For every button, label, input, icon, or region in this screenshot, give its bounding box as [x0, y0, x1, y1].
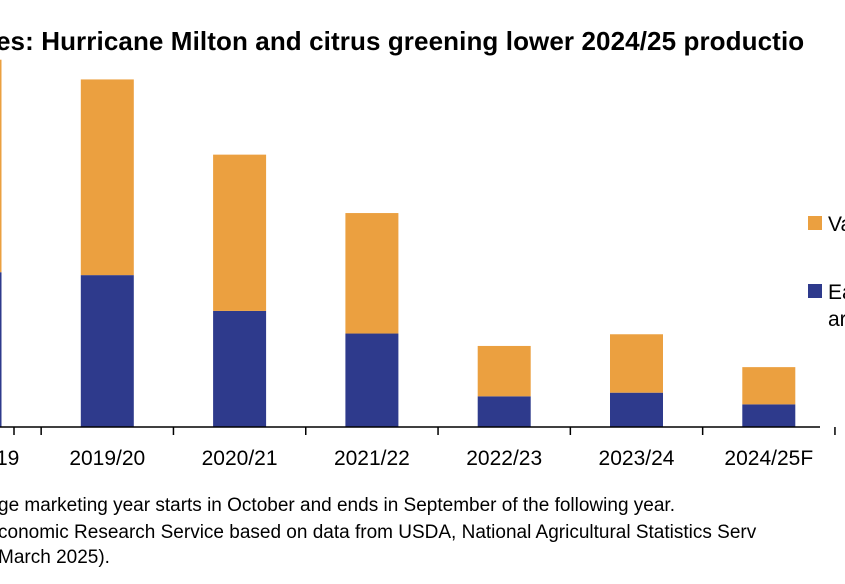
x-tick-label-2: 2020/21: [202, 447, 278, 470]
footnote-line-2: conomic Research Service based on data f…: [0, 522, 757, 543]
bar-upper-6: [742, 367, 796, 405]
footnote-line-3: March 2025).: [0, 547, 110, 568]
bar-lower-3: [345, 333, 399, 427]
bar-lower-6: [742, 404, 796, 427]
bar-lower-1: [80, 275, 134, 427]
x-tick-label-5: 2023/24: [599, 447, 675, 470]
legend-swatch-1: [808, 284, 822, 298]
legend-label-1-1: ar: [828, 308, 845, 331]
bar-upper-1: [80, 79, 134, 276]
bar-lower-4: [477, 396, 531, 427]
x-tick-label-0: 19: [0, 447, 19, 470]
x-tick-label-4: 2022/23: [466, 447, 542, 470]
footnote-line-1: ge marketing year starts in October and …: [0, 495, 675, 516]
bar-lower-5: [610, 392, 663, 427]
bar-upper-3: [345, 213, 399, 334]
legend-label-0-0: Va: [828, 213, 845, 236]
x-tick-label-3: 2021/22: [334, 447, 410, 470]
x-tick-label-1: 2019/20: [69, 447, 145, 470]
chart-title: es: Hurricane Milton and citrus greening…: [0, 26, 805, 56]
bar-upper-5: [610, 334, 663, 393]
bar-upper-0: [0, 59, 2, 273]
bar-lower-2: [213, 310, 267, 427]
legend-swatch-0: [808, 216, 822, 230]
x-tick-label-6: 2024/25F: [724, 447, 813, 470]
bar-upper-4: [477, 345, 531, 397]
bar-lower-0: [0, 272, 2, 427]
bar-upper-2: [213, 154, 267, 311]
legend-label-1-0: Ea: [828, 281, 845, 304]
